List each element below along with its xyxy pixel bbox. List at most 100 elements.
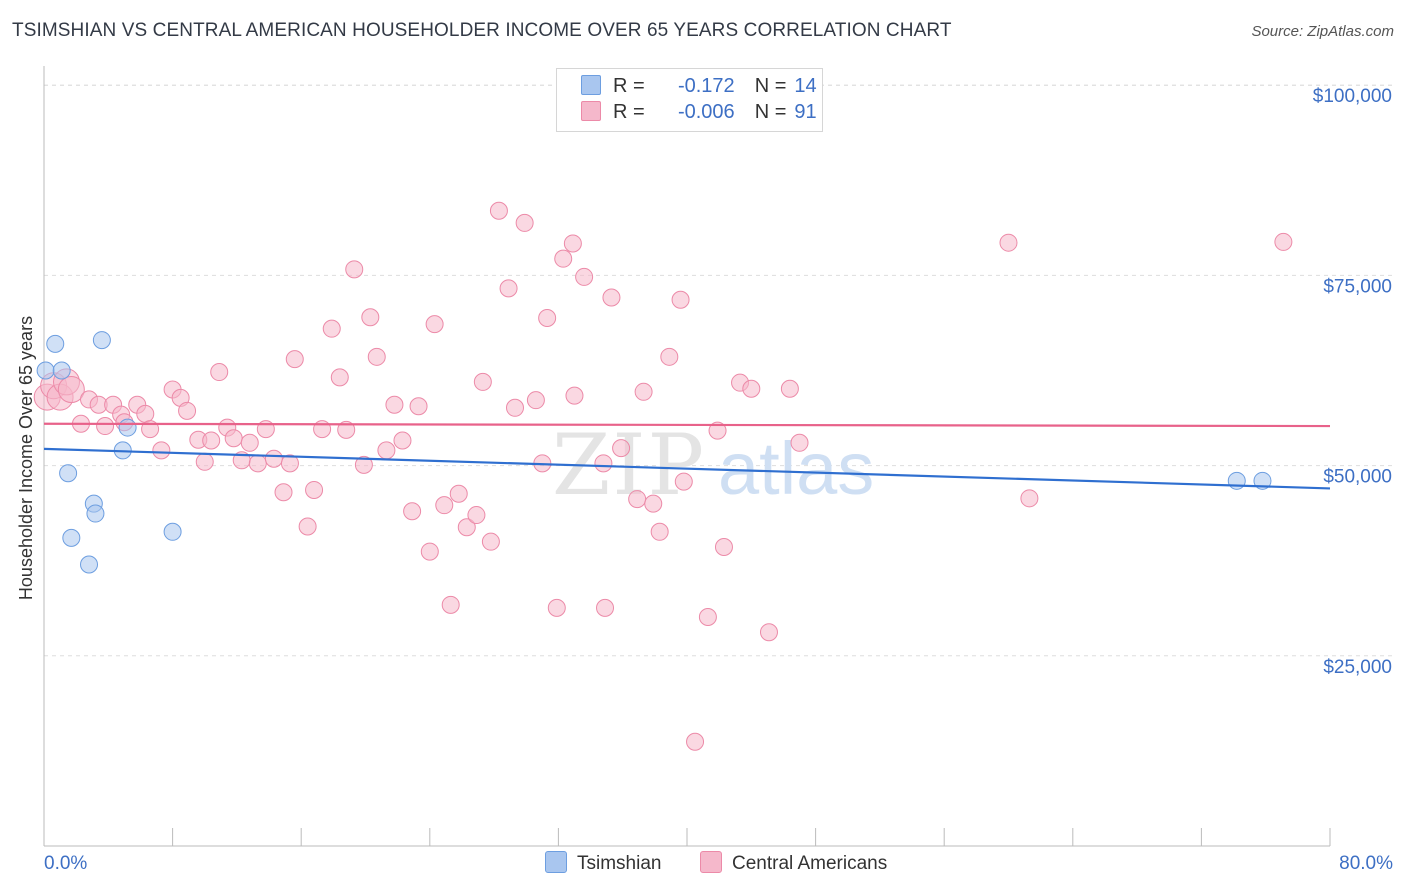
bottom-legend-label-central-americans: Central Americans [732,853,888,874]
data-point [136,404,155,423]
tick-labels: $100,000 $75,000 $50,000 $25,000 0.0% 80.0% [44,86,1393,874]
data-point [467,506,486,525]
legend-n-value: 14 [794,75,817,97]
data-point [52,361,71,380]
data-point [298,517,317,536]
data-point [596,598,615,617]
legend-n-value: 91 [794,101,817,123]
data-point [322,319,341,338]
y-tick-label: $75,000 [1323,276,1392,297]
data-point [240,433,259,452]
data-point [224,429,243,448]
data-point [505,398,524,417]
data-point [409,397,428,416]
data-point [628,490,647,509]
data-point [195,452,214,471]
legend-n-label: N = [754,75,787,97]
data-point [1253,471,1272,490]
data-point [305,480,324,499]
data-point [547,598,566,617]
data-point [999,233,1018,252]
data-point [708,421,727,440]
data-point [280,454,299,473]
series-tsimshian [36,331,1272,574]
bottom-legend-swatch-tsimshian [545,851,567,873]
data-point [178,401,197,420]
data-point [152,441,171,460]
data-point [489,201,508,220]
y-tick-label: $25,000 [1323,657,1392,678]
data-point [264,449,283,468]
data-point [538,309,557,328]
data-point [313,420,332,439]
data-point [790,433,809,452]
data-point [210,363,229,382]
data-point [698,608,717,627]
data-point [393,431,412,450]
data-point [674,472,693,491]
legend-r-value: -0.172 [677,75,735,97]
legend-n-label: N = [754,101,787,123]
data-point [612,439,631,458]
y-tick-label: $100,000 [1313,86,1392,107]
data-point [1020,489,1039,508]
data-point [481,532,500,551]
legend-r-label: R = [613,75,645,97]
data-point [118,418,137,437]
data-point [46,334,65,353]
data-point [330,368,349,387]
data-point [563,234,582,253]
data-point [660,347,679,366]
trend-line [43,447,1331,490]
data-point [248,454,267,473]
data-point [554,249,573,268]
data-point [435,496,454,515]
series-central-americans [33,201,1293,751]
data-point [163,522,182,541]
data-point [367,347,386,366]
data-point [1274,232,1293,251]
y-axis-label: Householder Income Over 65 years [16,316,36,600]
legend-swatch-central-americans [581,101,601,121]
data-point [337,420,356,439]
bottom-legend-swatch-central-americans [700,851,722,873]
data-point [565,386,584,405]
y-tick-label: $50,000 [1323,467,1392,488]
data-point [780,379,799,398]
data-point [274,483,293,502]
data-point [202,431,221,450]
data-point [285,350,304,369]
data-point [403,502,422,521]
data-point [686,732,705,751]
data-point [602,288,621,307]
grid-lines [44,84,1392,657]
data-point [449,484,468,503]
legend-row-tsimshian: R = -0.172 N = 14 [581,75,817,101]
data-point [457,518,476,537]
trend-line [43,422,1331,428]
data-point [742,379,761,398]
data-point [354,455,373,474]
data-point [36,361,55,380]
data-point [96,417,115,436]
legend-swatch-tsimshian [581,75,601,95]
data-point [634,382,653,401]
data-point [92,331,111,350]
data-point [473,372,492,391]
data-point [80,555,99,574]
legend-row-central-americans: R = -0.006 N = 91 [581,101,817,127]
data-point [59,464,78,483]
data-point [650,522,669,541]
legend-r-value: -0.006 [677,101,735,123]
data-point [385,395,404,414]
chart-title: TSIMSHIAN VS CENTRAL AMERICAN HOUSEHOLDE… [12,20,952,41]
data-point [759,623,778,642]
data-point [644,494,663,513]
data-point [714,538,733,557]
data-point [526,391,545,410]
data-point [515,213,534,232]
bottom-legend-central-americans: Central Americans [700,851,887,875]
data-point [62,528,81,547]
correlation-legend: R = -0.172 N = 14 R = -0.006 N = 91 [556,68,823,132]
